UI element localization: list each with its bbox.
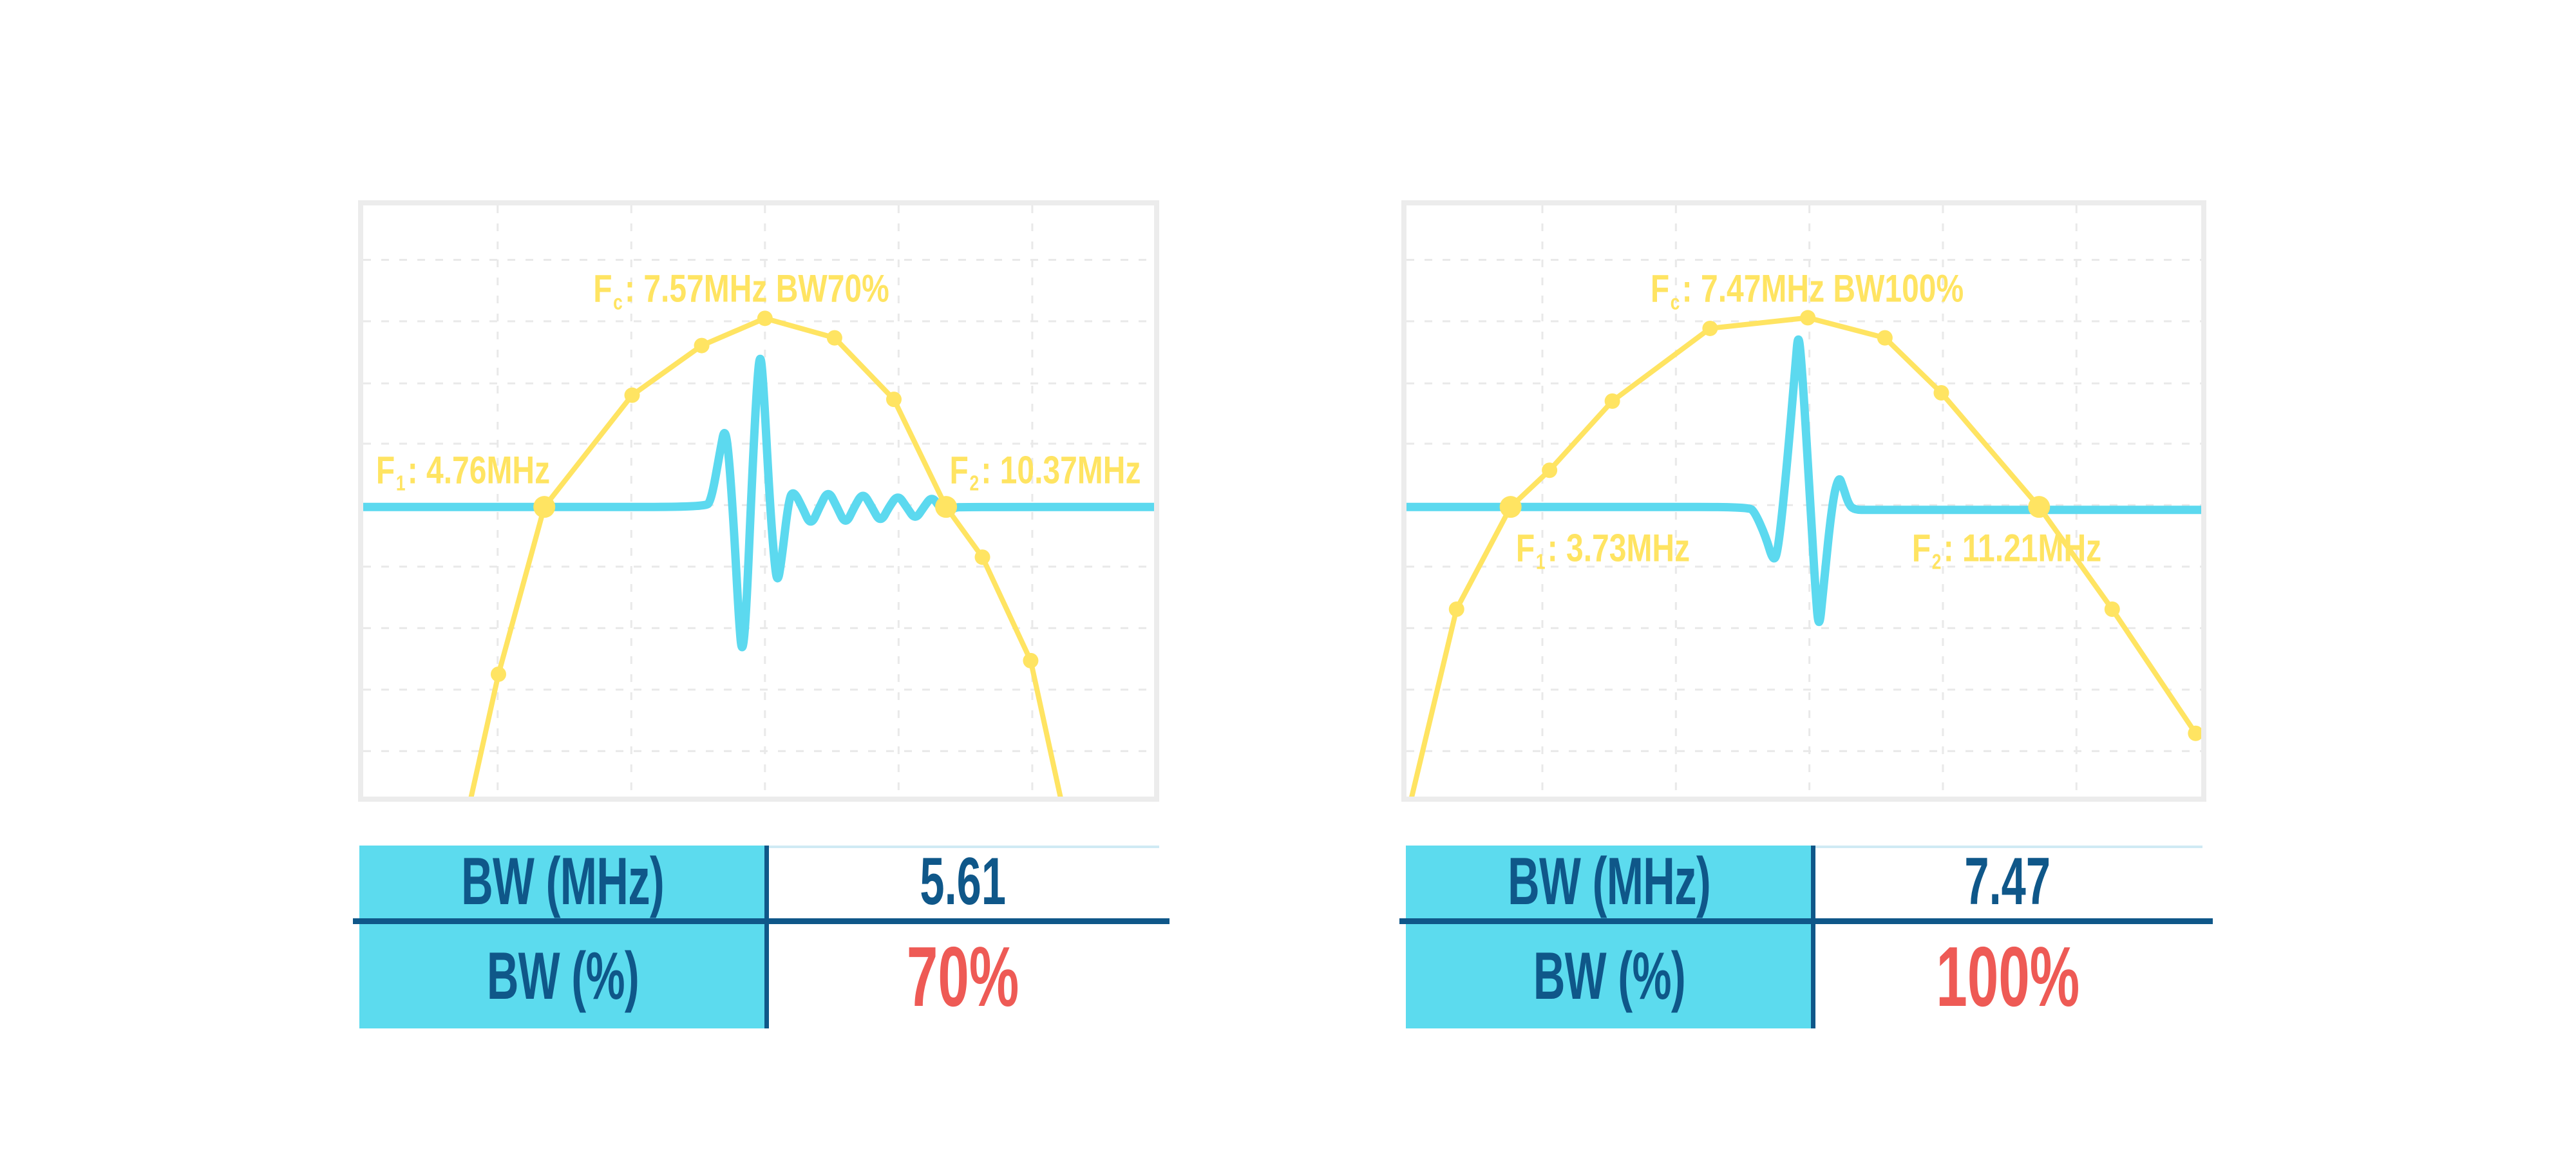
bw-table-left: BW (MHz) 5.61 BW (%) 70% — [353, 844, 1170, 1028]
f1-label: F1: 3.73MHz — [1515, 526, 1690, 574]
fc-label: Fc: 7.47MHz BW100% — [1650, 267, 1964, 314]
column-divider — [764, 846, 769, 1028]
bw-mhz-value: 7.47 — [1964, 844, 2051, 919]
spectrum-chart-100pct: Fc: 7.47MHz BW100% F1: 3.73MHz F2: 11.21… — [1401, 200, 2206, 802]
bw-pct-value: 70% — [906, 929, 1019, 1024]
fc-label: Fc: 7.57MHz BW70% — [593, 267, 889, 314]
row-divider — [1399, 918, 2213, 924]
bw-pct-value-cell: 70% — [766, 924, 1159, 1028]
value-column-topline — [766, 846, 1159, 848]
f1-label: F1: 4.76MHz — [375, 448, 550, 496]
bw-pct-label: BW (%) — [1533, 938, 1686, 1014]
bw-mhz-label: BW (MHz) — [461, 844, 665, 919]
chart-canvas — [1406, 205, 2201, 797]
f2-label: F2: 11.21MHz — [1911, 526, 2101, 574]
chart-canvas — [363, 205, 1154, 797]
bw-mhz-label: BW (MHz) — [1508, 844, 1712, 919]
f2-label: F2: 10.37MHz — [949, 448, 1141, 496]
bw-pct-value-cell: 100% — [1813, 924, 2202, 1028]
bw-pct-value: 100% — [1936, 929, 2079, 1024]
bw-mhz-value-cell: 5.61 — [766, 844, 1159, 919]
value-column-topline — [1813, 846, 2202, 848]
bw-mhz-value-cell: 7.47 — [1813, 844, 2202, 919]
bw-pct-header-cell: BW (%) — [359, 924, 766, 1028]
bw-mhz-value: 5.61 — [920, 844, 1006, 919]
bw-pct-label: BW (%) — [486, 938, 639, 1014]
bw-mhz-header-cell: BW (MHz) — [359, 844, 766, 919]
spectrum-chart-70pct: Fc: 7.57MHz BW70% F1: 4.76MHz F2: 10.37M… — [358, 200, 1159, 802]
bw-mhz-header-cell: BW (MHz) — [1406, 844, 1813, 919]
bw-pct-header-cell: BW (%) — [1406, 924, 1813, 1028]
column-divider — [1811, 846, 1815, 1028]
row-divider — [353, 918, 1170, 924]
bw-table-right: BW (MHz) 7.47 BW (%) 100% — [1399, 844, 2213, 1028]
